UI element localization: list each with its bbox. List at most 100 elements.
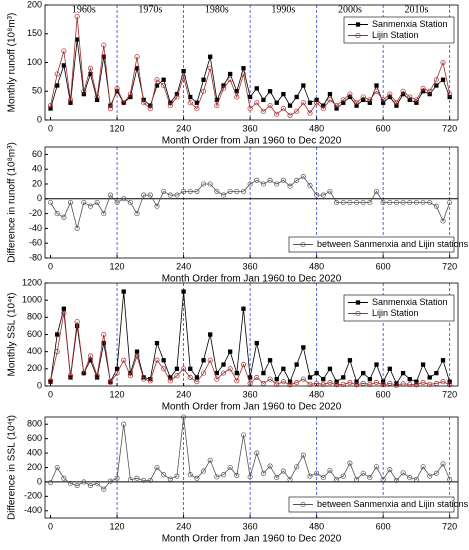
marker: [327, 188, 333, 194]
marker: [420, 464, 426, 470]
marker: [94, 480, 100, 486]
marker: [67, 199, 74, 206]
legend-label: Lijin Station: [372, 308, 419, 318]
marker: [381, 379, 386, 384]
legend-box: [343, 294, 455, 322]
marker: [281, 366, 286, 371]
marker: [61, 48, 67, 54]
marker: [227, 188, 233, 194]
marker: [201, 358, 206, 363]
y-tick-label: 0: [37, 193, 42, 203]
marker: [400, 199, 406, 206]
y-tick-label: -60: [29, 238, 42, 248]
marker: [294, 108, 300, 114]
marker: [101, 340, 106, 346]
marker: [440, 218, 446, 224]
marker: [174, 192, 180, 198]
marker: [334, 103, 340, 109]
marker: [107, 192, 113, 198]
marker: [280, 177, 286, 183]
marker: [134, 475, 140, 481]
marker: [174, 94, 180, 100]
x-tick-label: 120: [110, 261, 125, 271]
marker: [373, 464, 380, 470]
marker: [207, 181, 213, 187]
marker: [354, 476, 360, 482]
x-tick-label: 600: [376, 521, 391, 531]
marker: [300, 452, 306, 458]
plot-frame: [44, 416, 459, 519]
marker: [334, 199, 340, 206]
marker: [181, 188, 187, 194]
marker: [55, 332, 60, 337]
marker: [260, 108, 266, 114]
marker: [294, 464, 300, 470]
marker: [101, 211, 107, 217]
marker: [254, 177, 260, 183]
marker: [367, 381, 373, 387]
marker: [167, 378, 173, 384]
marker: [127, 477, 133, 483]
x-tick-label: 120: [110, 521, 125, 531]
marker: [234, 370, 239, 376]
marker: [154, 340, 160, 346]
y-tick-label: 60: [32, 149, 42, 159]
marker: [241, 66, 246, 71]
marker: [340, 473, 346, 479]
marker: [301, 83, 306, 88]
marker: [47, 199, 54, 206]
x-tick-label: 360: [243, 389, 258, 399]
y-tick-label: 200: [27, 462, 42, 472]
x-tick-label: 480: [309, 123, 324, 133]
marker: [67, 97, 74, 103]
marker: [387, 91, 393, 97]
marker: [447, 382, 453, 388]
plot-frame: [44, 4, 459, 121]
marker: [181, 68, 186, 74]
plot-frame: [44, 282, 459, 387]
marker: [208, 332, 213, 337]
marker: [55, 83, 60, 88]
y-tick-label: 0: [37, 380, 42, 390]
marker: [134, 211, 140, 217]
marker: [433, 77, 439, 83]
marker: [254, 100, 260, 106]
marker: [287, 379, 293, 384]
marker: [354, 382, 360, 388]
series-line: [50, 16, 451, 116]
marker: [194, 105, 200, 112]
marker: [227, 77, 233, 83]
marker: [114, 199, 120, 206]
marker: [314, 370, 319, 376]
marker: [220, 192, 227, 198]
marker: [67, 480, 74, 486]
marker: [74, 482, 80, 489]
marker: [161, 77, 166, 82]
marker: [267, 463, 273, 469]
y-tick-label: 20: [32, 178, 42, 188]
marker: [47, 378, 54, 384]
marker: [267, 177, 273, 183]
legend-box: [343, 16, 455, 44]
marker: [287, 112, 293, 118]
x-tick-label: 360: [243, 123, 258, 133]
marker: [307, 381, 313, 387]
marker: [208, 54, 213, 59]
marker: [194, 379, 200, 385]
marker: [447, 379, 452, 384]
marker: [347, 460, 353, 466]
marker: [94, 94, 100, 100]
marker: [200, 88, 207, 94]
marker: [307, 100, 313, 105]
marker: [234, 94, 240, 100]
marker: [420, 199, 426, 206]
marker: [407, 97, 412, 103]
marker: [334, 476, 340, 482]
marker: [294, 362, 299, 367]
marker: [327, 91, 333, 97]
marker: [154, 203, 160, 209]
marker: [393, 477, 400, 484]
marker: [361, 370, 366, 376]
marker: [407, 381, 413, 387]
marker: [141, 192, 147, 198]
